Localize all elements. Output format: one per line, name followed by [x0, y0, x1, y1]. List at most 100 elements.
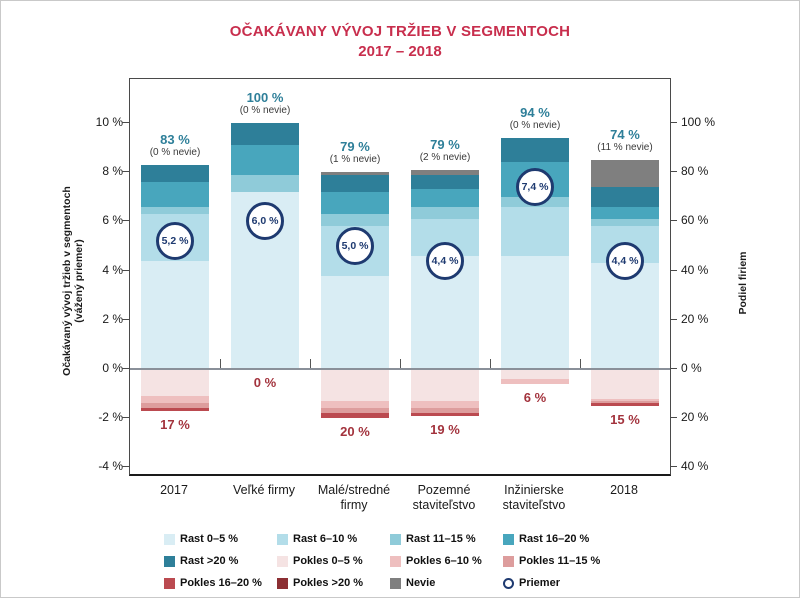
category-label-line: 2017	[160, 483, 188, 497]
legend-label: Pokles 16–20 %	[180, 577, 262, 589]
left-axis-tick-label: 6 %	[102, 213, 123, 228]
growth-total-label: 79 %	[340, 139, 370, 155]
decline-total-label: 6 %	[523, 389, 547, 405]
bar-segment-d0_5	[141, 369, 209, 397]
legend-item-d16_20: Pokles 16–20 %	[164, 572, 277, 594]
average-marker: 7,4 %	[516, 167, 554, 206]
left-axis-title: Očakávaný vývoj tržieb v segmentoch (váž…	[61, 131, 85, 431]
bar-segment-nevie	[591, 159, 659, 187]
average-marker: 5,0 %	[336, 227, 374, 265]
left-axis-tick-label: -4 %	[98, 459, 123, 474]
category-label-line: staviteľstvo	[502, 498, 566, 512]
legend-swatch-d20	[277, 577, 288, 589]
bar-segment-d16_20	[141, 408, 209, 411]
right-axis-tick-mark	[670, 171, 677, 173]
bar-segment-nevie	[411, 169, 479, 175]
category-label-line: firmy	[340, 498, 368, 512]
legend-label: Priemer	[519, 577, 560, 589]
left-axis-title-line1: Očakávaný vývoj tržieb v segmentoch	[61, 186, 73, 376]
category-label: Malé/stredné firmy	[304, 483, 404, 513]
right-axis-tick-label: 40 %	[681, 459, 709, 474]
bar-segment-g16_20	[411, 189, 479, 207]
category-label-line: Veľké firmy	[233, 483, 295, 497]
legend-label: Nevie	[406, 577, 436, 589]
legend-item-d0_5: Pokles 0–5 %	[277, 550, 390, 572]
left-axis-tick-mark	[122, 171, 129, 173]
category-label-line: staviteľstvo	[412, 498, 476, 512]
bar-segment-g11_15	[411, 206, 479, 219]
category-label: 2017	[124, 483, 224, 498]
legend-swatch-g0_5	[164, 533, 175, 545]
legend-label: Rast 0–5 %	[180, 533, 239, 545]
bar-segment-d6_10	[501, 378, 569, 384]
legend-label: Rast >20 %	[180, 555, 239, 567]
legend-swatch-d6_10	[390, 555, 401, 567]
right-axis-tick-mark	[670, 466, 677, 468]
right-axis-tick-label: 20 %	[681, 311, 709, 326]
average-marker: 5,2 %	[156, 222, 194, 261]
priemer-circle-icon	[503, 577, 514, 589]
bar-segment-g20	[591, 186, 659, 207]
legend-label: Pokles 11–15 %	[519, 555, 601, 567]
bar-segment-g0_5	[591, 263, 659, 369]
decline-total-label: 0 %	[253, 375, 277, 390]
bar-segment-d16_20	[591, 403, 659, 406]
left-axis-tick-mark	[122, 417, 129, 419]
category-separator-tick	[400, 359, 401, 368]
legend-swatch-nevie	[390, 577, 401, 589]
legend-item-g20: Rast >20 %	[164, 550, 277, 572]
legend-swatch-g16_20	[503, 533, 514, 545]
legend-label: Pokles >20 %	[293, 577, 364, 589]
legend-item-g11_15: Rast 11–15 %	[390, 528, 503, 550]
legend-swatch-d11_15	[503, 555, 514, 567]
bar-segment-g20	[231, 123, 299, 146]
nevie-note-label: (1 % nevie)	[329, 154, 381, 166]
right-axis-tick-mark	[670, 122, 677, 123]
bar-segment-d6_10	[411, 400, 479, 409]
legend: Rast 0–5 % Rast 6–10 % Rast 11–15 % Rast 16…	[164, 528, 616, 594]
legend-item-priemer: Priemer	[503, 572, 616, 594]
legend-swatch-g6_10	[277, 533, 288, 545]
bar-segment-g11_15	[321, 214, 389, 227]
right-axis-tick-mark	[670, 318, 677, 320]
bar-segment-g11_15	[231, 174, 299, 192]
bar-segment-d6_10	[141, 396, 209, 404]
bar-segment-g16_20	[321, 191, 389, 214]
category-separator-tick	[220, 359, 221, 368]
right-axis-tick-mark	[670, 368, 677, 369]
category-label-line: Malé/stredné	[317, 483, 391, 497]
category-label: Veľké firmy	[214, 483, 314, 498]
bar-segment-g16_20	[231, 145, 299, 175]
bar-segment-g11_15	[591, 218, 659, 227]
category-label: 2018	[574, 483, 674, 498]
bar-segment-d11_15	[411, 408, 479, 414]
right-axis-tick-label: 20 %	[681, 410, 709, 425]
average-marker: 4,4 %	[426, 241, 464, 280]
nevie-note-label: (0 % nevie)	[239, 105, 291, 116]
bar-segment-g20	[411, 174, 479, 190]
nevie-note-label: (0 % nevie)	[149, 146, 201, 158]
bar-segment-g0_5	[141, 260, 209, 369]
growth-total-label: 94 %	[520, 104, 550, 120]
bar-segment-nevie	[321, 172, 389, 175]
category-separator-tick	[310, 359, 311, 368]
right-axis-tick-mark	[670, 220, 677, 222]
left-axis-tick-label: 4 %	[102, 262, 123, 277]
chart-title: OČAKÁVANY VÝVOJ TRŽIEB V SEGMENTOCH	[229, 23, 571, 40]
category-label: Inžinierske staviteľstvo	[484, 483, 584, 513]
legend-item-nevie: Nevie	[390, 572, 503, 594]
bar-segment-g11_15	[141, 206, 209, 214]
legend-item-d6_10: Pokles 6–10 %	[390, 550, 503, 572]
bar-segment-d11_15	[591, 400, 659, 404]
legend-item-g6_10: Rast 6–10 %	[277, 528, 390, 550]
legend-label: Rast 16–20 %	[519, 533, 590, 545]
bar-segment-g16_20	[591, 206, 659, 219]
growth-total-label: 83 %	[160, 131, 190, 147]
decline-total-label: 19 %	[430, 421, 460, 437]
left-axis-tick-label: 0 %	[102, 361, 123, 375]
legend-swatch-g11_15	[390, 533, 401, 545]
category-label-line: 2018	[610, 483, 638, 497]
category-label: Pozemné staviteľstvo	[394, 483, 494, 513]
nevie-note-label: (0 % nevie)	[509, 119, 561, 131]
bar-segment-g20	[141, 164, 209, 183]
